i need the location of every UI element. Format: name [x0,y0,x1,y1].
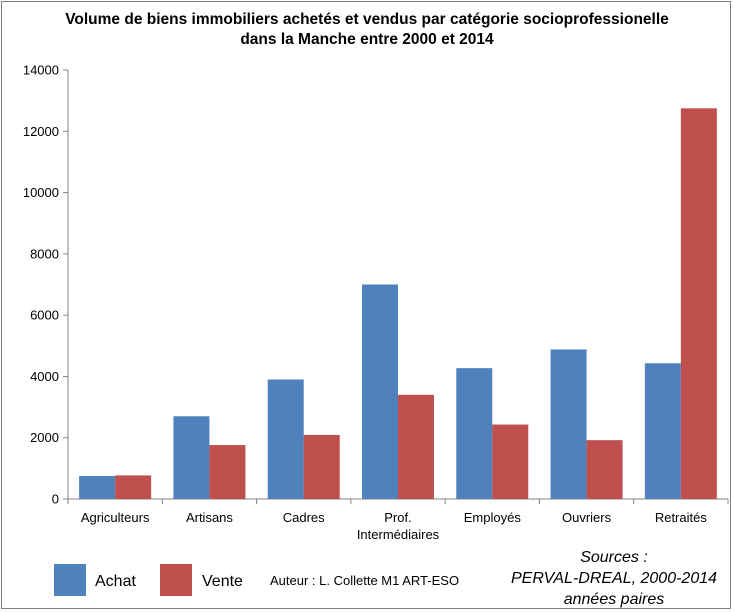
legend-swatch-achat [54,564,86,596]
bar-vente [492,424,529,499]
bar-achat [173,416,210,499]
y-tick-label: 8000 [30,246,59,261]
bar-vente [303,434,340,499]
author-credit: Auteur : L. Collette M1 ART-ESO [270,573,459,588]
bar-achat [550,349,587,499]
bar-vente [680,108,717,499]
legend-label-achat: Achat [95,573,136,590]
x-tick-label: Intermédiaires [357,527,440,542]
x-tick-label: Agriculteurs [81,510,150,525]
y-tick-label: 4000 [30,369,59,384]
bar-achat [267,379,304,499]
y-tick-label: 6000 [30,308,59,323]
bar-vente [586,440,623,499]
x-tick-label: Cadres [283,510,325,525]
bar-vente [209,445,246,499]
bar-achat [644,363,681,499]
footer: Auteur : L. Collette M1 ART-ESO Sources :… [270,549,717,608]
y-tick-label: 0 [52,492,59,507]
bar-achat [362,284,398,499]
bars [79,108,717,499]
chart-title-line: dans la Manche entre 2000 et 2014 [240,31,494,48]
legend: Achat Vente [54,564,243,596]
bar-vente [115,475,152,499]
x-tick-label: Retraités [655,510,708,525]
x-tick-label: Prof. [384,510,411,525]
bar-vente [398,394,434,499]
axes: 0 2000 4000 6000 8000 10000 12000 14000 [23,63,729,507]
source-line: Sources : [580,549,648,566]
y-tick-label: 12000 [23,124,59,139]
bar-achat [456,368,493,499]
y-tick-label: 14000 [23,63,59,78]
legend-swatch-vente [160,564,192,596]
chart-title-line: Volume de biens immobiliers achetés et v… [65,11,669,28]
legend-label-vente: Vente [202,573,243,590]
source-line: années paires [564,591,665,608]
y-tick-label: 2000 [30,430,59,445]
y-tick-label: 10000 [23,185,59,200]
source-line: PERVAL-DREAL, 2000-2014 [511,570,717,587]
x-tick-label: Ouvriers [562,510,612,525]
chart-title: Volume de biens immobiliers achetés et v… [65,11,669,48]
x-tick-label: Employés [464,510,522,525]
x-tick-label: Artisans [186,510,233,525]
bar-achat [79,476,116,499]
x-tick-labels: Agriculteurs Artisans Cadres Prof. Intermédi… [81,510,708,542]
